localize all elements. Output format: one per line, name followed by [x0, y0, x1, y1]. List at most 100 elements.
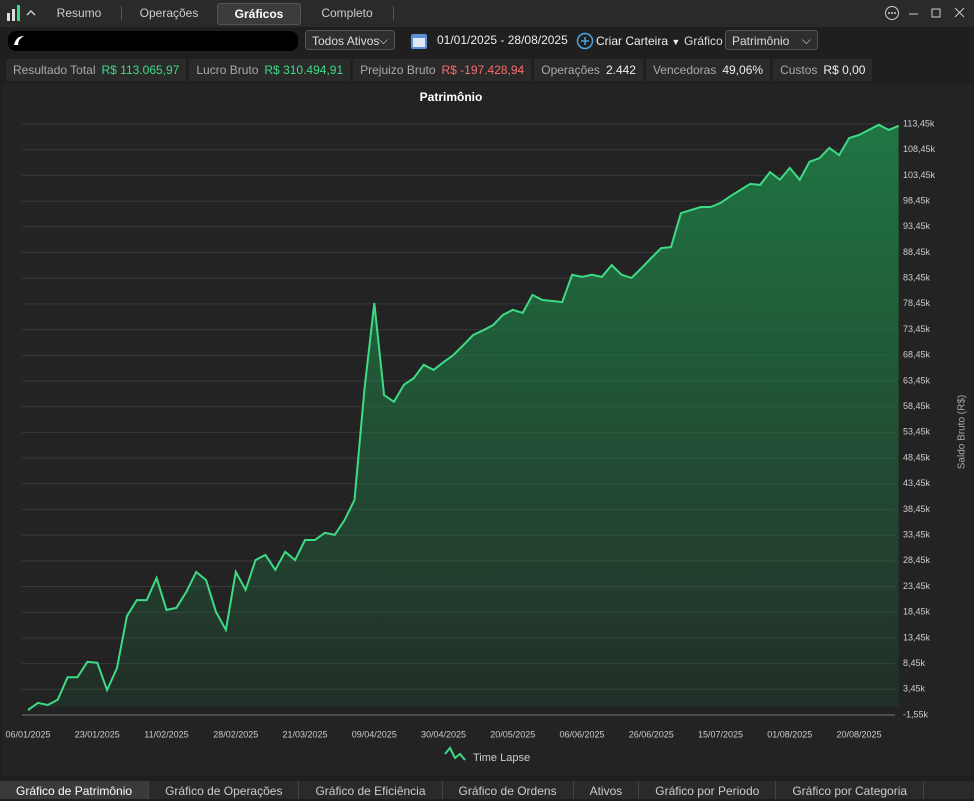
chart: Patrimônio Saldo Bruto (R$) -1,55k 3,45k 8… [5, 90, 968, 764]
stat-value: R$ 113.065,97 [101, 63, 180, 77]
y-tick-label: 48,45k [903, 452, 931, 462]
more-button[interactable] [885, 6, 899, 20]
stat-label: Vencedoras [652, 63, 717, 77]
bottom-tab[interactable]: Gráfico de Ordens [443, 781, 574, 799]
x-tick-label: 28/02/2025 [213, 729, 258, 739]
y-tick-label: 63,45k [903, 375, 931, 385]
x-tick-label: 06/01/2025 [5, 729, 50, 739]
account-icon [14, 36, 24, 45]
top-bar: Resumo Operações Gráficos Completo [0, 0, 974, 27]
stat: Vencedoras 49,06% [645, 59, 771, 81]
toolbar: Todos Ativos ⌵ 01/01/2025 - 28/08/2025 Cr… [0, 28, 974, 56]
y-tick-label: 13,45k [903, 632, 931, 642]
stat-value: 2.442 [605, 63, 636, 77]
y-tick-label: 93,45k [903, 221, 931, 231]
x-tick-label: 20/05/2025 [490, 729, 535, 739]
bottom-tab[interactable]: Gráfico de Operações [149, 781, 300, 799]
tab[interactable]: Completo [321, 6, 373, 20]
series-line [27, 123, 899, 711]
legend-label: Time Lapse [473, 752, 530, 764]
stat-label: Prejuizo Bruto [360, 63, 436, 77]
area-fill [28, 124, 899, 711]
window-controls [885, 6, 965, 20]
bottom-tab[interactable]: Gráfico por Periodo [639, 781, 777, 799]
y-tick-label: 83,45k [903, 273, 931, 283]
stat-value: R$ 310.494,91 [264, 63, 344, 77]
date-range[interactable]: 01/01/2025 - 28/08/2025 [437, 33, 568, 47]
bottom-tab[interactable]: Gráfico de Eficiência [299, 781, 443, 799]
y-tick-label: 58,45k [903, 401, 931, 411]
stats-bar: Resultado Total R$ 113.065,97 Lucro Bruto R… [6, 59, 873, 81]
y-tick-label: 78,45k [903, 298, 931, 308]
y-tick-label: 28,45k [903, 555, 931, 565]
y-tick-label: 53,45k [903, 427, 931, 437]
create-wallet-button[interactable]: Criar Carteira ▼ [596, 34, 680, 48]
y-tick-label: 18,45k [903, 607, 931, 617]
dropdown-arrow: ⌵ [801, 33, 811, 47]
dropdown-arrow: ▼ [671, 37, 681, 47]
stat: Resultado Total R$ 113.065,97 [6, 59, 187, 81]
stat-value: R$ 0,00 [823, 63, 866, 77]
x-tick-label: 30/04/2025 [421, 729, 466, 739]
stat-value: 49,06% [722, 63, 764, 77]
x-tick-label: 06/06/2025 [559, 729, 604, 739]
chart-title: Patrimônio [420, 90, 483, 104]
x-tick-label: 26/06/2025 [629, 729, 674, 739]
y-tick-label: 23,45k [903, 581, 931, 591]
separator [393, 6, 394, 20]
calendar-icon[interactable] [410, 32, 428, 50]
x-tick-label: 11/02/2025 [144, 729, 188, 739]
y-tick-label: 43,45k [903, 478, 931, 488]
y-tick-label: 38,45k [903, 504, 931, 514]
stat-label: Lucro Bruto [196, 63, 259, 77]
stat-label: Custos [780, 63, 818, 77]
stat: Prejuizo Bruto R$ -197.428,94 [353, 59, 532, 81]
close-button[interactable] [954, 7, 965, 18]
x-tick-label: 20/08/2025 [836, 729, 881, 739]
chart-label: Gráfico [684, 34, 723, 48]
bottom-tab-active[interactable]: Gráfico de Patrimônio [0, 781, 150, 799]
stat-label: Operações [541, 63, 600, 77]
y-tick-label: 108,45k [903, 144, 936, 154]
add-icon [576, 32, 594, 50]
create-wallet-text: Criar Carteira [596, 34, 669, 48]
x-tick-label: 01/08/2025 [767, 729, 812, 739]
chart-select[interactable]: Patrimônio ⌵ [725, 30, 818, 50]
legend-icon [444, 746, 466, 761]
bottom-tab[interactable]: Gráfico por Categoria [776, 781, 925, 799]
y-axis-label: Saldo Bruto (R$) [957, 395, 968, 469]
y-tick-label: 73,45k [903, 324, 931, 334]
x-tick-label: 23/01/2025 [75, 729, 120, 739]
stat: Operações 2.442 [534, 59, 643, 81]
stat: Custos R$ 0,00 [773, 59, 873, 81]
account-field[interactable] [8, 31, 298, 51]
asset-filter[interactable]: Todos Ativos ⌵ [305, 30, 395, 50]
x-tick-label: 21/03/2025 [282, 729, 327, 739]
y-tick-label: 33,45k [903, 530, 931, 540]
y-tick-label: -1,55k [903, 709, 929, 719]
x-tick-label: 15/07/2025 [698, 729, 743, 739]
stat-label: Resultado Total [13, 63, 96, 77]
bottom-tabs: Gráfico de Patrimônio Gráfico de Operaçõe… [0, 781, 974, 799]
y-tick-label: 3,45k [903, 684, 926, 694]
chart-panel: Patrimônio Saldo Bruto (R$) -1,55k 3,45k 8… [2, 84, 972, 775]
tab[interactable]: Operações [139, 6, 199, 20]
separator [121, 6, 122, 20]
y-tick-label: 68,45k [903, 350, 931, 360]
asset-filter-text: Todos Ativos [312, 34, 380, 48]
y-tick-label: 88,45k [903, 247, 931, 257]
tab-active[interactable]: Gráficos [217, 3, 301, 25]
app-logo [7, 5, 36, 21]
x-tick-label: 09/04/2025 [352, 729, 397, 739]
bottom-tab[interactable]: Ativos [574, 781, 640, 799]
chart-select-text: Patrimônio [732, 34, 790, 48]
stat: Lucro Bruto R$ 310.494,91 [189, 59, 351, 81]
dropdown-arrow: ⌵ [378, 33, 388, 47]
y-tick-label: 8,45k [903, 658, 926, 668]
y-tick-label: 113,45k [903, 118, 935, 128]
y-tick-label: 103,45k [903, 170, 936, 180]
stat-value: R$ -197.428,94 [441, 63, 525, 77]
tab[interactable]: Resumo [56, 6, 102, 20]
maximize-button[interactable] [931, 8, 941, 18]
